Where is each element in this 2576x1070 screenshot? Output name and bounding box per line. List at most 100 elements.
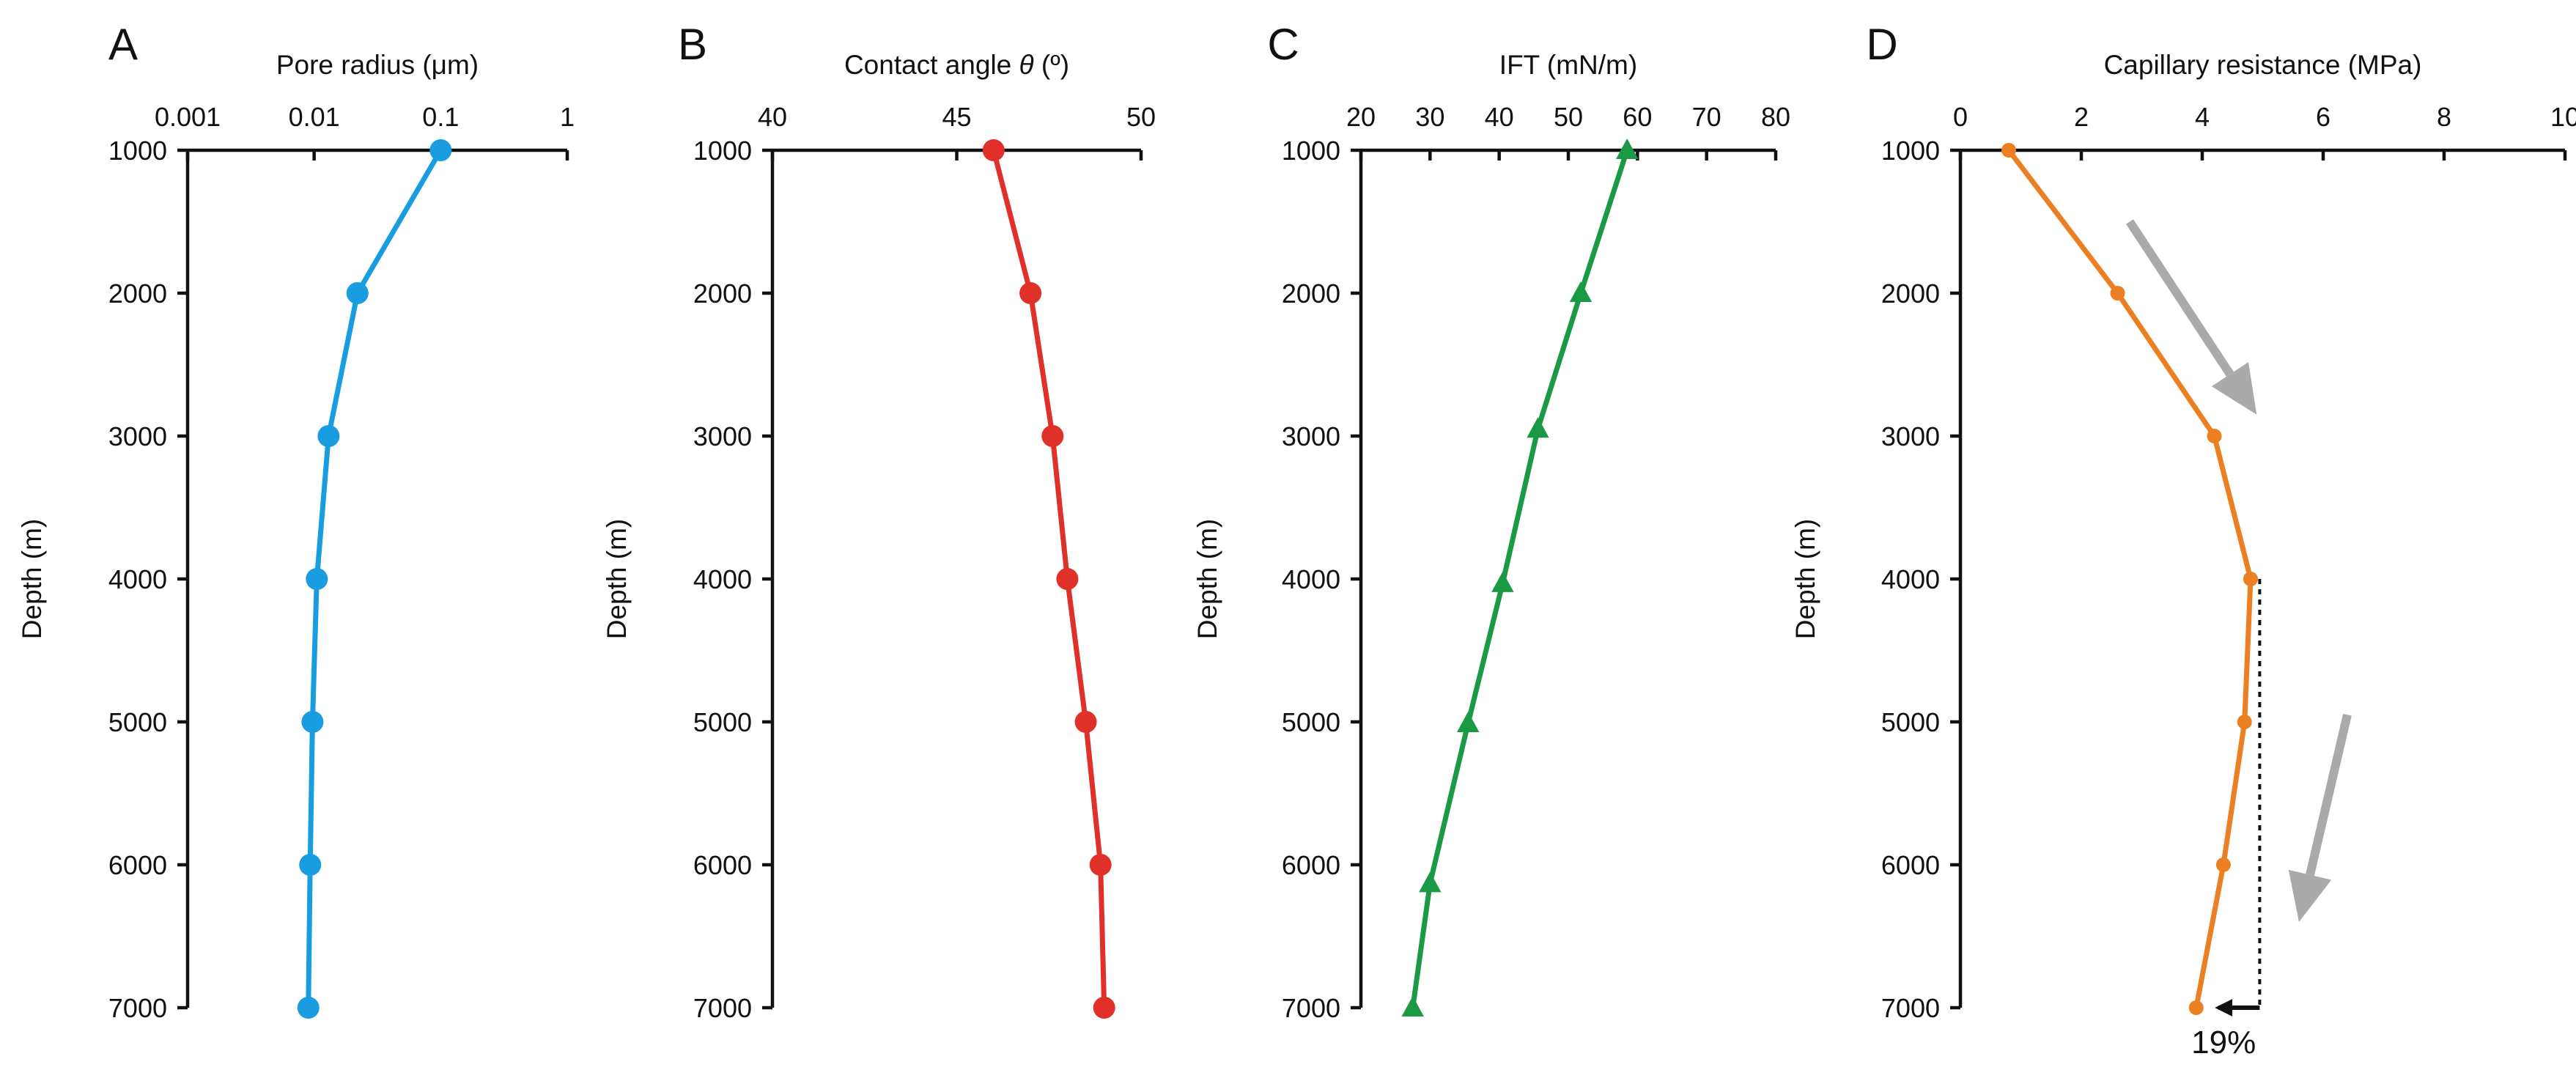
x-tick-label-30: 30 <box>1415 102 1444 132</box>
data-point-1000 <box>429 139 452 161</box>
data-point-2000 <box>1569 281 1593 302</box>
data-point-4000 <box>1056 568 1079 590</box>
y-tick-label-7000: 7000 <box>693 993 752 1023</box>
x-tick-label-1: 1 <box>560 102 575 132</box>
series-line-capillary-resistance <box>2007 148 2254 1008</box>
data-point-3000 <box>1041 425 1064 447</box>
data-point-5000 <box>2237 715 2252 729</box>
y-tick-label-2000: 2000 <box>108 278 167 309</box>
y-tick-label-7000: 7000 <box>1282 993 1340 1023</box>
x-axis-title: Capillary resistance (MPa) <box>2104 50 2422 80</box>
panel-label-C: C <box>1267 20 1299 69</box>
chart-panels: A Pore radius (μm) Depth (m) 0.001 0.01 0.1 1 1… <box>17 20 2576 1060</box>
y-tick-label-6000: 6000 <box>1282 850 1340 880</box>
panel-C: C IFT (mN/m) Depth (m) 20 30 40 50 60 70 80 1000 20… <box>1192 20 1790 1023</box>
x-axis-title: IFT (mN/m) <box>1499 50 1637 80</box>
data-point-6000 <box>299 854 322 876</box>
data-point-2000 <box>346 282 369 304</box>
trend-arrow-shaft-2 <box>2306 713 2352 877</box>
trend-arrow-head-1 <box>2211 362 2257 415</box>
panel-B: B Contact angle θ (º) Depth (m) 40 45 50 1000 2… <box>602 20 1156 1023</box>
data-point-6000 <box>1089 854 1112 876</box>
data-point-2950 <box>1527 417 1549 438</box>
trend-arrow-shaft-1 <box>2125 219 2234 377</box>
data-point-3000 <box>317 425 340 447</box>
data-point-7000 <box>1401 996 1424 1017</box>
y-tick-label-2000: 2000 <box>693 278 752 309</box>
y-tick-label-7000: 7000 <box>1881 993 1940 1023</box>
x-tick-label-2: 2 <box>2074 102 2089 132</box>
x-tick-label-8: 8 <box>2437 102 2451 132</box>
data-point-1000 <box>982 139 1005 161</box>
y-tick-label-6000: 6000 <box>693 850 752 880</box>
x-tick-label-10: 10 <box>2550 102 2576 132</box>
percent-reduction-label: 19% <box>2191 1025 2256 1060</box>
y-tick-label-2000: 2000 <box>1282 278 1340 309</box>
x-tick-label-4: 4 <box>2195 102 2210 132</box>
x-tick-label-40: 40 <box>1485 102 1514 132</box>
series-line-contact-angle <box>991 150 1107 1008</box>
data-point-1000 <box>2001 143 2016 158</box>
x-tick-label-20: 20 <box>1346 102 1376 132</box>
data-point-4030 <box>1491 571 1514 592</box>
y-axis-title: Depth (m) <box>602 519 632 639</box>
y-tick-label-4000: 4000 <box>1282 564 1340 594</box>
x-tick-label-60: 60 <box>1623 102 1652 132</box>
y-tick-label-4000: 4000 <box>693 564 752 594</box>
y-tick-label-3000: 3000 <box>1282 421 1340 451</box>
y-tick-label-7000: 7000 <box>108 993 167 1023</box>
y-tick-label-1000: 1000 <box>693 136 752 166</box>
y-tick-label-3000: 3000 <box>693 421 752 451</box>
x-tick-label-0-1: 0.1 <box>422 102 459 132</box>
y-axis-title: Depth (m) <box>1790 519 1820 639</box>
series-line-ift <box>1410 149 1630 1008</box>
y-tick-label-2000: 2000 <box>1881 278 1940 309</box>
x-axis-title: Pore radius (μm) <box>276 50 479 80</box>
data-point-2000 <box>2110 286 2125 300</box>
series-line-pore-radius <box>306 149 443 1008</box>
data-point-5010 <box>1457 711 1480 732</box>
y-tick-label-1000: 1000 <box>1881 136 1940 166</box>
y-tick-label-6000: 6000 <box>1881 850 1940 880</box>
x-tick-label-70: 70 <box>1692 102 1721 132</box>
x-tick-label-45: 45 <box>942 102 971 132</box>
panel-label-A: A <box>108 20 138 69</box>
y-tick-label-5000: 5000 <box>1881 707 1940 737</box>
data-point-7000 <box>1093 997 1115 1019</box>
y-tick-label-1000: 1000 <box>108 136 167 166</box>
trend-arrow-head-2 <box>2288 869 2332 922</box>
panel-D: D Capillary resistance (MPa) Depth (m) 0 2 4 6… <box>1790 20 2576 1060</box>
data-point-6000 <box>2215 857 2231 872</box>
data-point-4000 <box>306 568 328 590</box>
x-tick-label-40: 40 <box>758 102 787 132</box>
x-tick-label-80: 80 <box>1761 102 1790 132</box>
data-point-3000 <box>2207 429 2222 443</box>
y-axis-title: Depth (m) <box>17 519 47 639</box>
data-point-4000 <box>2243 572 2258 586</box>
y-tick-label-6000: 6000 <box>108 850 167 880</box>
x-tick-label-0: 0 <box>1953 102 1968 132</box>
data-point-5000 <box>301 711 324 733</box>
x-tick-label-50: 50 <box>1554 102 1583 132</box>
x-tick-label-50: 50 <box>1126 102 1156 132</box>
y-tick-label-4000: 4000 <box>1881 564 1940 594</box>
panel-label-D: D <box>1866 20 1897 69</box>
data-point-6130 <box>1419 871 1442 893</box>
panel-label-B: B <box>678 20 707 69</box>
panel-A: A Pore radius (μm) Depth (m) 0.001 0.01 0.1 1 1… <box>17 20 575 1023</box>
y-tick-label-5000: 5000 <box>108 707 167 737</box>
data-point-5000 <box>1074 711 1097 733</box>
data-point-7000 <box>2188 1000 2204 1015</box>
x-tick-label-0-01: 0.01 <box>289 102 340 132</box>
data-point-7000 <box>297 997 320 1019</box>
y-tick-label-1000: 1000 <box>1282 136 1340 166</box>
x-axis-title: Contact angle θ (º) <box>844 50 1069 80</box>
y-tick-label-5000: 5000 <box>1282 707 1340 737</box>
y-tick-label-4000: 4000 <box>108 564 167 594</box>
y-tick-label-3000: 3000 <box>1881 421 1940 451</box>
y-tick-label-5000: 5000 <box>693 707 752 737</box>
y-tick-label-3000: 3000 <box>108 421 167 451</box>
data-point-1000 <box>1615 139 1639 159</box>
x-tick-label-0-001: 0.001 <box>155 102 221 132</box>
